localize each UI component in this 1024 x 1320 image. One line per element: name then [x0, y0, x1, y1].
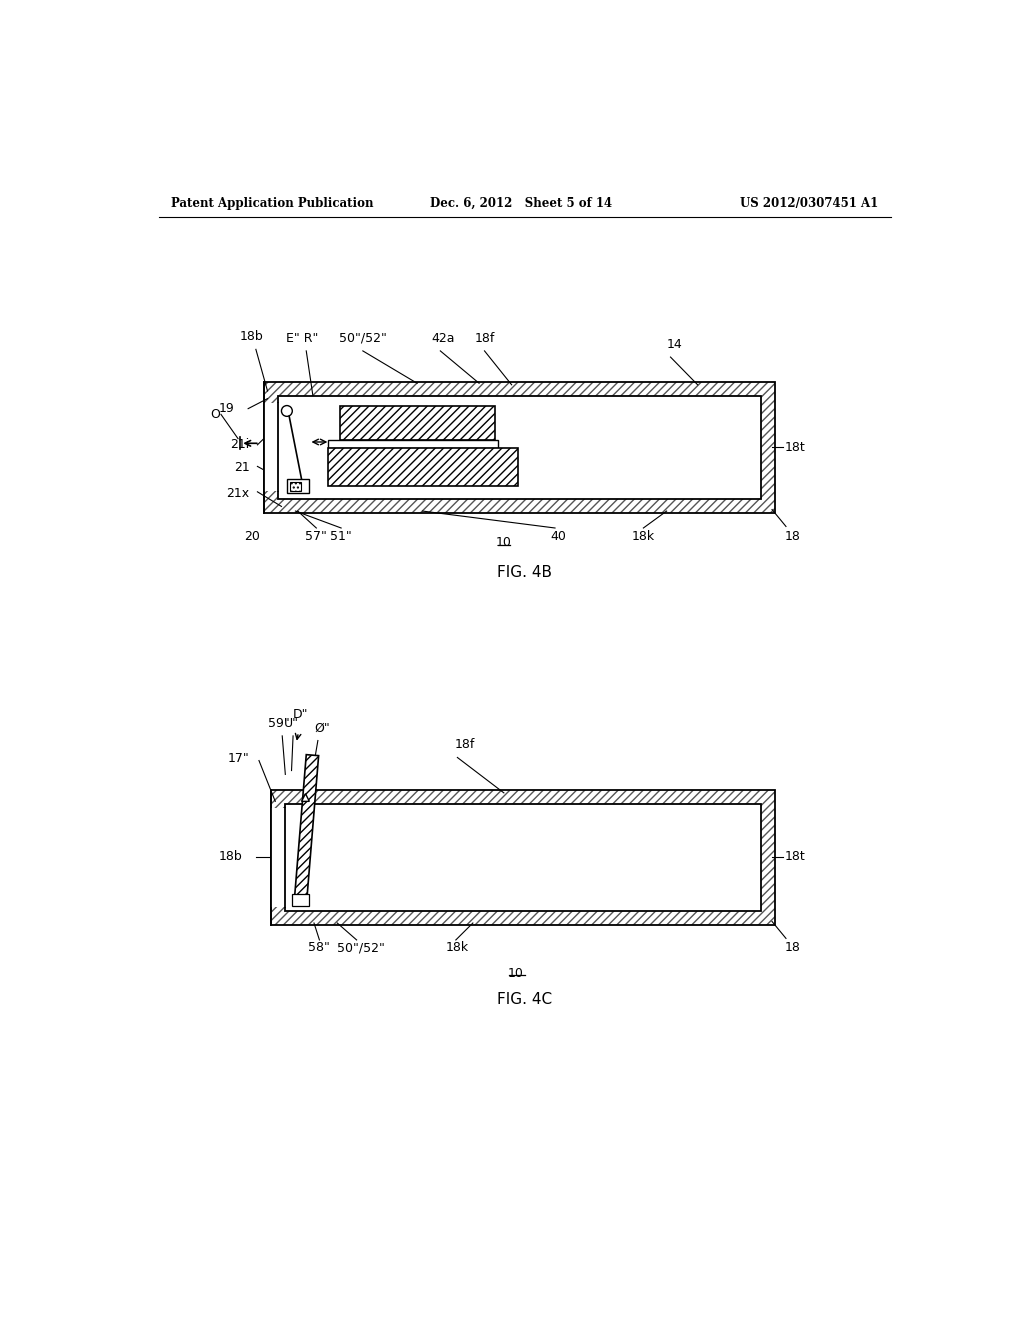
- Bar: [340, 407, 495, 441]
- Bar: [292, 894, 308, 906]
- Bar: [263, 404, 280, 491]
- Text: 18t: 18t: [784, 850, 805, 863]
- Text: 10: 10: [508, 966, 523, 979]
- Bar: [263, 381, 775, 512]
- Text: Dec. 6, 2012   Sheet 5 of 14: Dec. 6, 2012 Sheet 5 of 14: [430, 197, 612, 210]
- Bar: [263, 396, 278, 499]
- Bar: [328, 447, 518, 487]
- Text: ← 16: ← 16: [440, 859, 471, 871]
- Text: US 2012/0307451 A1: US 2012/0307451 A1: [740, 197, 879, 210]
- Polygon shape: [302, 793, 309, 801]
- Text: 21x: 21x: [226, 487, 250, 500]
- Text: 51": 51": [331, 529, 352, 543]
- Text: 16: 16: [518, 411, 534, 424]
- Bar: [271, 804, 286, 911]
- Text: 21: 21: [233, 462, 250, 474]
- Bar: [761, 396, 775, 499]
- Text: 21i: 21i: [230, 438, 250, 451]
- Text: 17": 17": [228, 752, 250, 766]
- Bar: [271, 789, 775, 924]
- Text: 18b: 18b: [218, 850, 242, 863]
- Text: 50"/52": 50"/52": [339, 331, 387, 345]
- Bar: [263, 381, 775, 396]
- Text: 18f: 18f: [455, 738, 475, 751]
- Text: 18k: 18k: [632, 529, 655, 543]
- Text: 59": 59": [268, 717, 290, 730]
- Bar: [328, 441, 499, 447]
- Text: 10: 10: [496, 536, 512, 549]
- Bar: [263, 499, 775, 512]
- Text: 18: 18: [784, 941, 801, 954]
- Text: 58": 58": [308, 941, 331, 954]
- Text: 42a: 42a: [432, 331, 456, 345]
- Text: 18k: 18k: [445, 941, 469, 954]
- Bar: [278, 396, 761, 499]
- Bar: [271, 911, 775, 924]
- Text: 20: 20: [244, 529, 260, 543]
- Bar: [271, 808, 287, 907]
- Bar: [287, 479, 308, 494]
- Text: Patent Application Publication: Patent Application Publication: [171, 197, 373, 210]
- Text: 57": 57": [305, 529, 328, 543]
- Text: E" R": E" R": [286, 331, 318, 345]
- Text: 18: 18: [784, 529, 801, 543]
- Text: FIG. 4B: FIG. 4B: [498, 565, 552, 579]
- Text: FIG. 4C: FIG. 4C: [498, 993, 552, 1007]
- Bar: [761, 804, 775, 911]
- Polygon shape: [295, 755, 318, 898]
- Text: 40: 40: [550, 529, 566, 543]
- Text: 50"/52": 50"/52": [337, 941, 384, 954]
- Text: D": D": [293, 708, 308, 721]
- Text: 14: 14: [667, 338, 682, 351]
- Text: 18b: 18b: [240, 330, 264, 343]
- Text: O: O: [211, 408, 220, 421]
- Bar: [286, 804, 761, 911]
- Text: 19: 19: [218, 403, 234, 416]
- Text: 53": 53": [351, 847, 373, 861]
- Bar: [263, 381, 775, 512]
- Bar: [271, 789, 775, 924]
- Bar: [271, 789, 775, 804]
- Text: 18f: 18f: [474, 331, 495, 345]
- Text: U": U": [284, 717, 299, 730]
- Bar: [290, 482, 301, 491]
- Text: Ø": Ø": [314, 721, 330, 734]
- Text: 18t: 18t: [784, 441, 805, 454]
